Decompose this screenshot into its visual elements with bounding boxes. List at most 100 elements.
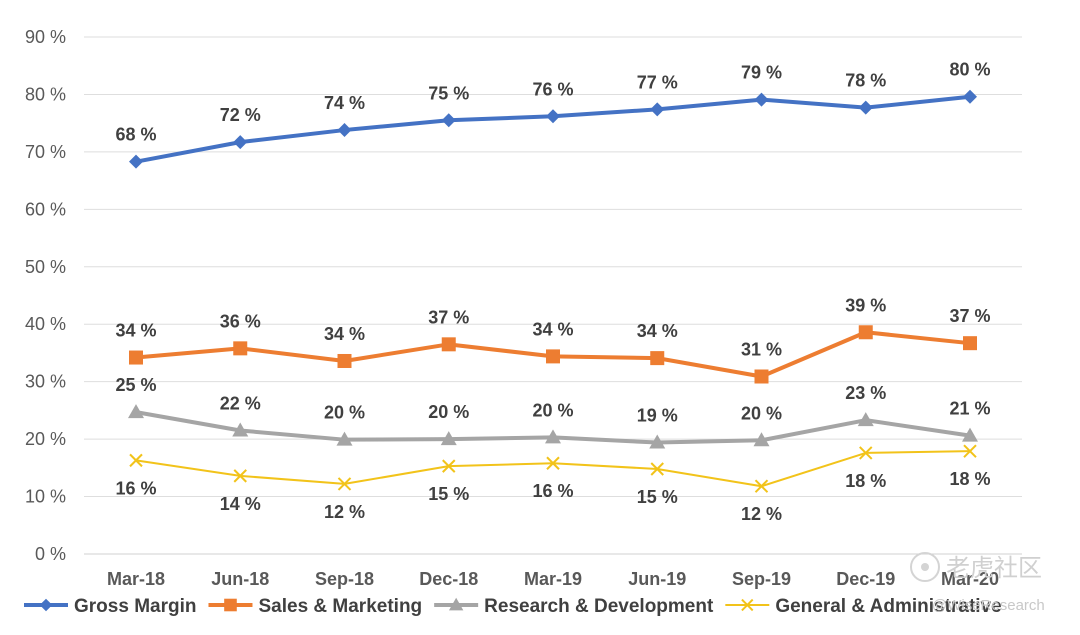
data-labels: 68 % 72 % 74 % 75 % 76 % 77 % 79 % 78 % 80 % 34 %… (115, 60, 990, 524)
data-label-research-development: 23 % (845, 383, 886, 403)
data-label-gross-margin: 79 % (741, 63, 782, 83)
legend-label-gross-margin: Gross Margin (74, 596, 196, 617)
data-label-general-administrative: 12 % (741, 504, 782, 524)
data-point-research-development (962, 427, 978, 442)
data-label-general-administrative: 16 % (115, 478, 156, 498)
watermark-logo-icon (910, 552, 940, 582)
data-point-research-development (336, 431, 353, 446)
data-label-sales-marketing: 37 % (949, 306, 990, 326)
data-label-general-administrative: 15 % (428, 484, 469, 504)
data-label-general-administrative: 14 % (220, 494, 261, 514)
data-point-gross-margin (441, 113, 456, 128)
data-label-research-development: 22 % (220, 393, 261, 413)
data-point-research-development (232, 422, 249, 437)
data-label-general-administrative: 15 % (637, 487, 678, 507)
data-label-gross-margin: 74 % (324, 93, 365, 113)
data-point-sales-marketing (754, 369, 769, 384)
data-label-sales-marketing: 37 % (428, 307, 469, 327)
x-tick-label: Sep-19 (732, 569, 791, 589)
y-axis-ticks: 0 % 10 % 20 % 30 % 40 % 50 % 60 % 70 % 80 % 90 % (25, 27, 66, 564)
x-tick-label: Dec-19 (836, 569, 895, 589)
data-point-general-administrative (337, 477, 352, 491)
data-label-research-development: 20 % (428, 402, 469, 422)
watermark-logo-eye-icon (921, 563, 929, 571)
data-point-sales-marketing (441, 337, 456, 352)
data-point-research-development (649, 434, 666, 449)
watermark-handle: @WiseResearch (932, 597, 1045, 614)
data-label-sales-marketing: 39 % (845, 295, 886, 315)
legend-marker-gross-margin (39, 598, 53, 612)
series-lines (128, 89, 978, 493)
y-tick-label: 20 % (25, 429, 66, 449)
data-point-gross-margin (337, 123, 352, 138)
data-label-gross-margin: 72 % (220, 105, 261, 125)
x-tick-label: Mar-19 (524, 569, 582, 589)
data-label-general-administrative: 12 % (324, 502, 365, 522)
data-point-gross-margin (129, 154, 143, 169)
x-tick-label: Jun-18 (211, 569, 269, 589)
data-label-research-development: 20 % (532, 400, 573, 420)
legend-marker-sales-marketing (224, 598, 237, 612)
data-point-general-administrative (233, 469, 247, 483)
data-point-gross-margin (858, 100, 873, 115)
x-axis-ticks: Mar-18 Jun-18 Sep-18 Dec-18 Mar-19 Jun-19 Sep-… (107, 569, 999, 589)
data-point-gross-margin (963, 89, 977, 104)
y-tick-label: 60 % (25, 199, 66, 219)
y-tick-label: 80 % (25, 84, 66, 104)
data-point-gross-margin (754, 92, 769, 107)
legend-label-general-administrative: General & Administrative (775, 596, 1001, 617)
data-point-general-administrative (650, 462, 664, 476)
legend-marker-research-development (448, 597, 464, 611)
y-tick-label: 0 % (35, 544, 66, 564)
data-point-general-administrative (859, 446, 873, 460)
x-tick-label: Sep-18 (315, 569, 374, 589)
data-label-sales-marketing: 31 % (741, 339, 782, 359)
y-tick-label: 90 % (25, 27, 66, 47)
data-point-gross-margin (650, 102, 665, 117)
data-point-sales-marketing (650, 351, 665, 366)
data-point-sales-marketing (337, 353, 352, 368)
data-point-general-administrative (546, 456, 560, 470)
y-tick-label: 50 % (25, 257, 66, 277)
data-label-gross-margin: 77 % (637, 72, 678, 92)
legend-label-sales-marketing: Sales & Marketing (258, 596, 422, 617)
data-label-sales-marketing: 34 % (324, 324, 365, 344)
legend-marker-general-administrative (741, 598, 754, 612)
data-label-research-development: 20 % (324, 403, 365, 423)
data-point-gross-margin (233, 135, 248, 150)
data-label-general-administrative: 18 % (845, 471, 886, 491)
x-tick-label: Mar-18 (107, 569, 165, 589)
watermark: 老虎社区 @WiseResearch (910, 552, 1045, 614)
data-label-gross-margin: 68 % (115, 125, 156, 145)
data-label-research-development: 19 % (637, 406, 678, 426)
legend: Gross Margin Sales & Marketing Research & … (24, 596, 1002, 617)
legend-label-research-development: Research & Development (484, 596, 714, 617)
data-point-sales-marketing (129, 350, 143, 365)
gridlines (84, 36, 1022, 555)
data-label-gross-margin: 80 % (949, 60, 990, 80)
data-point-general-administrative (963, 444, 977, 458)
data-point-research-development (857, 412, 874, 427)
data-label-gross-margin: 75 % (428, 83, 469, 103)
data-point-general-administrative (442, 459, 456, 473)
y-tick-label: 10 % (25, 487, 66, 507)
x-tick-label: Mar-20 (941, 569, 999, 589)
x-tick-label: Dec-18 (419, 569, 478, 589)
data-label-sales-marketing: 36 % (220, 311, 261, 331)
data-point-general-administrative (129, 453, 143, 468)
data-point-sales-marketing (233, 341, 248, 356)
data-label-sales-marketing: 34 % (115, 321, 156, 341)
data-point-general-administrative (754, 479, 769, 493)
data-point-sales-marketing (546, 349, 560, 364)
data-label-gross-margin: 76 % (532, 79, 573, 99)
y-tick-label: 30 % (25, 372, 66, 392)
data-label-sales-marketing: 34 % (637, 321, 678, 341)
data-point-research-development (440, 431, 457, 446)
data-point-sales-marketing (858, 325, 873, 340)
y-tick-label: 70 % (25, 142, 66, 162)
watermark-site: 老虎社区 (946, 555, 1042, 582)
y-tick-label: 40 % (25, 314, 66, 334)
data-label-research-development: 21 % (949, 399, 990, 419)
